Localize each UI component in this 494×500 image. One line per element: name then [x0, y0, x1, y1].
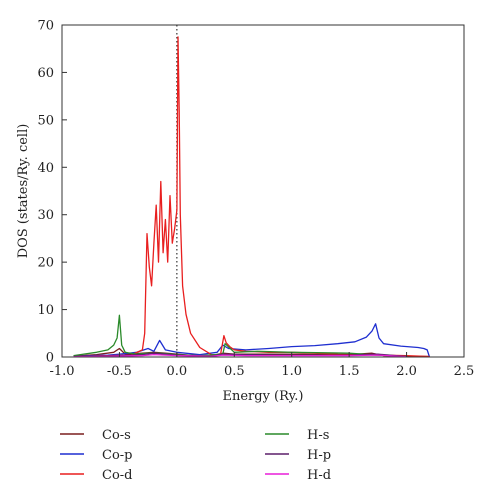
- x-tick-label: 0.5: [224, 364, 245, 379]
- x-tick-label: -0.5: [107, 364, 132, 379]
- series-line-co-p: [73, 323, 431, 358]
- x-axis: -1.0 -0.5 0.0 0.5 1.0 1.5 2.0 2.5: [49, 352, 474, 379]
- x-tick-label: 0.0: [167, 364, 188, 379]
- y-tick-label: 20: [37, 256, 54, 271]
- y-tick-label: 40: [37, 161, 54, 176]
- legend-label: Co-s: [102, 428, 131, 443]
- series-line-co-d: [73, 36, 430, 358]
- y-axis-title: DOS (states/Ry. cell): [16, 124, 31, 259]
- x-tick-label: 1.5: [339, 364, 360, 379]
- series-layer: [73, 36, 431, 358]
- x-axis-title: Energy (Ry.): [222, 389, 303, 404]
- x-tick-label: 2.0: [396, 364, 417, 379]
- y-tick-label: 70: [37, 19, 54, 34]
- y-tick-label: 60: [37, 66, 54, 81]
- plot-frame: [61, 24, 465, 358]
- x-tick-label: 1.0: [281, 364, 302, 379]
- x-tick-label: 2.5: [454, 364, 475, 379]
- legend-label: H-s: [307, 428, 329, 443]
- legend-label: Co-d: [102, 468, 133, 483]
- y-tick-label: 10: [37, 303, 54, 318]
- y-tick-label: 0: [46, 351, 54, 366]
- y-tick-label: 50: [37, 113, 54, 128]
- legend-label: H-d: [307, 468, 331, 483]
- legend-label: Co-p: [102, 448, 133, 463]
- y-axis: 0 10 20 30 40 50 60 70: [37, 19, 67, 366]
- x-tick-label: -1.0: [49, 364, 74, 379]
- y-tick-label: 30: [37, 208, 54, 223]
- legend-label: H-p: [307, 448, 331, 463]
- series-line-h-d: [73, 353, 407, 358]
- legend: Co-s Co-p Co-d H-s H-p H-d: [60, 428, 331, 483]
